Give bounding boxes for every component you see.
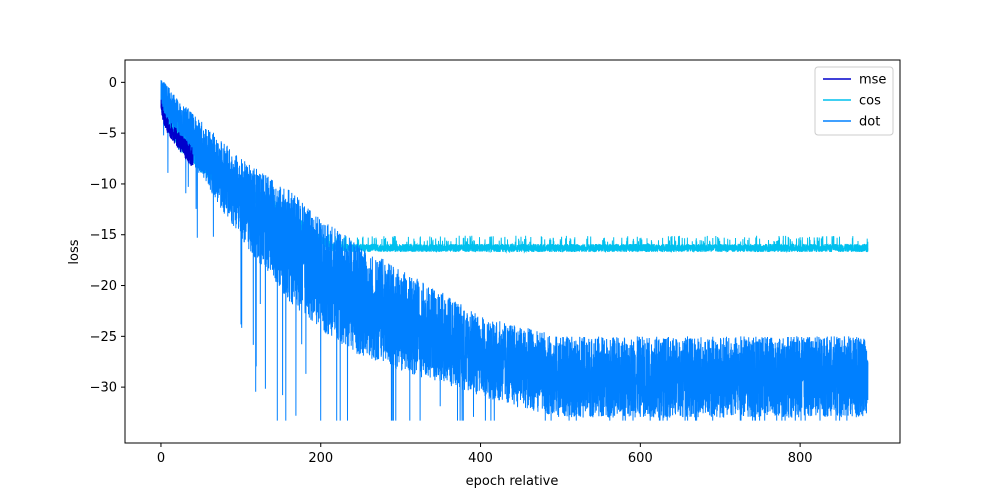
y-axis-label: loss xyxy=(67,239,82,264)
series-line-dot xyxy=(160,80,869,421)
x-tick-label: 0 xyxy=(157,451,165,466)
x-axis-label: epoch relative xyxy=(466,474,559,489)
plot-frame xyxy=(124,59,901,444)
x-tick-label: 400 xyxy=(468,451,493,466)
legend-label-cos: cos xyxy=(859,94,881,109)
x-tick-label: 600 xyxy=(628,451,653,466)
series-line-mse xyxy=(160,99,194,166)
y-axis: 0 −5 −10 −15 −20 −25 −30 xyxy=(90,76,125,396)
y-tick-label: −10 xyxy=(90,177,117,192)
legend-box xyxy=(814,66,894,136)
series-layer xyxy=(160,80,869,421)
x-tick-label: 800 xyxy=(788,451,813,466)
x-tick-label: 200 xyxy=(308,451,333,466)
y-tick-label: −20 xyxy=(90,279,117,294)
legend-label-mse: mse xyxy=(859,73,886,88)
y-tick-label: 0 xyxy=(109,76,117,91)
legend: mse cos dot xyxy=(814,66,894,136)
y-tick-label: −5 xyxy=(98,127,117,142)
y-tick-label: −15 xyxy=(90,228,117,243)
y-tick-label: −30 xyxy=(90,381,117,396)
legend-label-dot: dot xyxy=(859,115,880,130)
x-axis: 0 200 400 600 800 xyxy=(157,443,813,466)
y-tick-label: −25 xyxy=(90,330,117,345)
